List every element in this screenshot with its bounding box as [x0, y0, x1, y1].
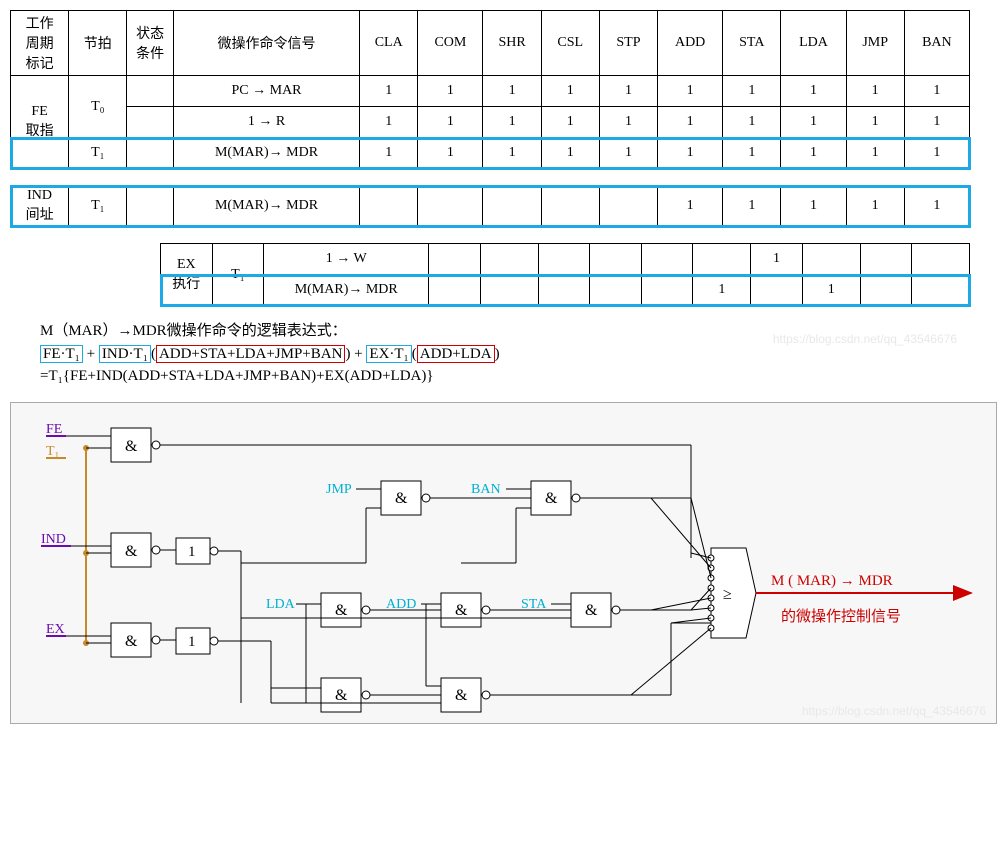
gate-and-ban: & — [545, 490, 558, 507]
diagram-svg: FE T₁ IND EX & & 1 & 1 JMP & — [11, 403, 996, 723]
stage-ind: IND 间址 — [11, 186, 69, 227]
out-text1: M ( MAR) → MDR — [771, 573, 893, 589]
gate-and-lda: & — [335, 602, 348, 619]
lbl-lda: LDA — [266, 597, 296, 612]
gate-and-ex1: & — [335, 687, 348, 704]
lbl-fe: FE — [46, 422, 62, 437]
gate-and-fe: & — [125, 438, 138, 455]
stage-fe: FE 取指 — [11, 76, 69, 169]
expression-block: M（MAR）→MDR微操作命令的逻辑表达式： FE·T₁ + IND·T₁(AD… — [40, 320, 997, 388]
beat-t1: T₁ — [69, 138, 127, 169]
lbl-ind: IND — [41, 532, 66, 547]
table-header-row: 工作 周期 标记 节拍 状态 条件 微操作命令信号 CLA COM SHR CS… — [11, 11, 970, 76]
watermark-diagram: https://blog.csdn.net/qq_43546676 — [802, 704, 986, 718]
expr-line2: =T₁{FE+IND(ADD+STA+LDA+JMP+BAN)+EX(ADD+L… — [40, 365, 997, 388]
beat-t0: T₀ — [69, 76, 127, 138]
hdr-stage: 工作 周期 标记 — [11, 11, 69, 76]
row-1-w: EX 执行 T₁ 1 → W 1 — [161, 244, 970, 275]
hdr-cond: 状态 条件 — [127, 11, 174, 76]
row-mmar-mdr-fe: T₁ M(MAR)→ MDR 11 11 11 11 11 — [11, 138, 970, 169]
lbl-t1: T₁ — [46, 444, 59, 459]
row-pc-mar: FE 取指 T₀ PC → MAR 11 11 11 11 11 — [11, 76, 970, 107]
hdr-ban: BAN — [904, 11, 969, 76]
lbl-sta: STA — [521, 597, 547, 612]
lbl-ban: BAN — [471, 482, 501, 497]
out-text2: 的微操作控制信号 — [781, 608, 901, 625]
sig-mmar-mdr: M(MAR)→ MDR — [173, 138, 359, 169]
table-fe: 工作 周期 标记 节拍 状态 条件 微操作命令信号 CLA COM SHR CS… — [10, 10, 970, 169]
lbl-ex: EX — [46, 622, 65, 637]
lbl-jmp: JMP — [326, 482, 352, 497]
stage-ex: EX 执行 — [161, 244, 213, 306]
hdr-lda: LDA — [781, 11, 846, 76]
hdr-signal: 微操作命令信号 — [173, 11, 359, 76]
sig-1-r: 1 → R — [173, 107, 359, 138]
gate-and-ex: & — [125, 633, 138, 650]
gate-1-ex: 1 — [188, 634, 196, 650]
hdr-beat: 节拍 — [69, 11, 127, 76]
hdr-stp: STP — [599, 11, 657, 76]
row-mmar-mdr-ind: IND 间址 T₁ M(MAR)→ MDR 1 11 11 — [11, 186, 970, 227]
sig-ex: M(MAR)→ MDR — [264, 275, 429, 306]
hdr-cla: CLA — [360, 11, 418, 76]
table-ex: EX 执行 T₁ 1 → W 1 M(MAR)→ MDR 1 1 — [160, 243, 970, 306]
watermark: https://blog.csdn.net/qq_43546676 — [773, 330, 957, 348]
row-mmar-mdr-ex: M(MAR)→ MDR 1 1 — [161, 275, 970, 306]
gate-1-ind: 1 — [188, 544, 196, 560]
gate-and-add: & — [455, 602, 468, 619]
row-1-r: 1 → R 11 11 11 11 11 — [11, 107, 970, 138]
gate-or: ≥ — [723, 586, 732, 603]
logic-diagram: FE T₁ IND EX & & 1 & 1 JMP & — [10, 402, 997, 724]
hdr-shr: SHR — [483, 11, 541, 76]
gate-and-ind: & — [125, 543, 138, 560]
hdr-sta: STA — [723, 11, 781, 76]
lbl-add: ADD — [386, 597, 416, 612]
gate-and-sta: & — [585, 602, 598, 619]
gate-and-jmp: & — [395, 490, 408, 507]
table-ind: IND 间址 T₁ M(MAR)→ MDR 1 11 11 — [10, 185, 970, 227]
hdr-add: ADD — [658, 11, 723, 76]
hdr-csl: CSL — [541, 11, 599, 76]
hdr-com: COM — [418, 11, 483, 76]
gate-and-ex2: & — [455, 687, 468, 704]
sig-ind: M(MAR)→ MDR — [173, 186, 359, 227]
sig-1-w: 1 → W — [264, 244, 429, 275]
hdr-jmp: JMP — [846, 11, 904, 76]
sig-pc-mar: PC → MAR — [173, 76, 359, 107]
